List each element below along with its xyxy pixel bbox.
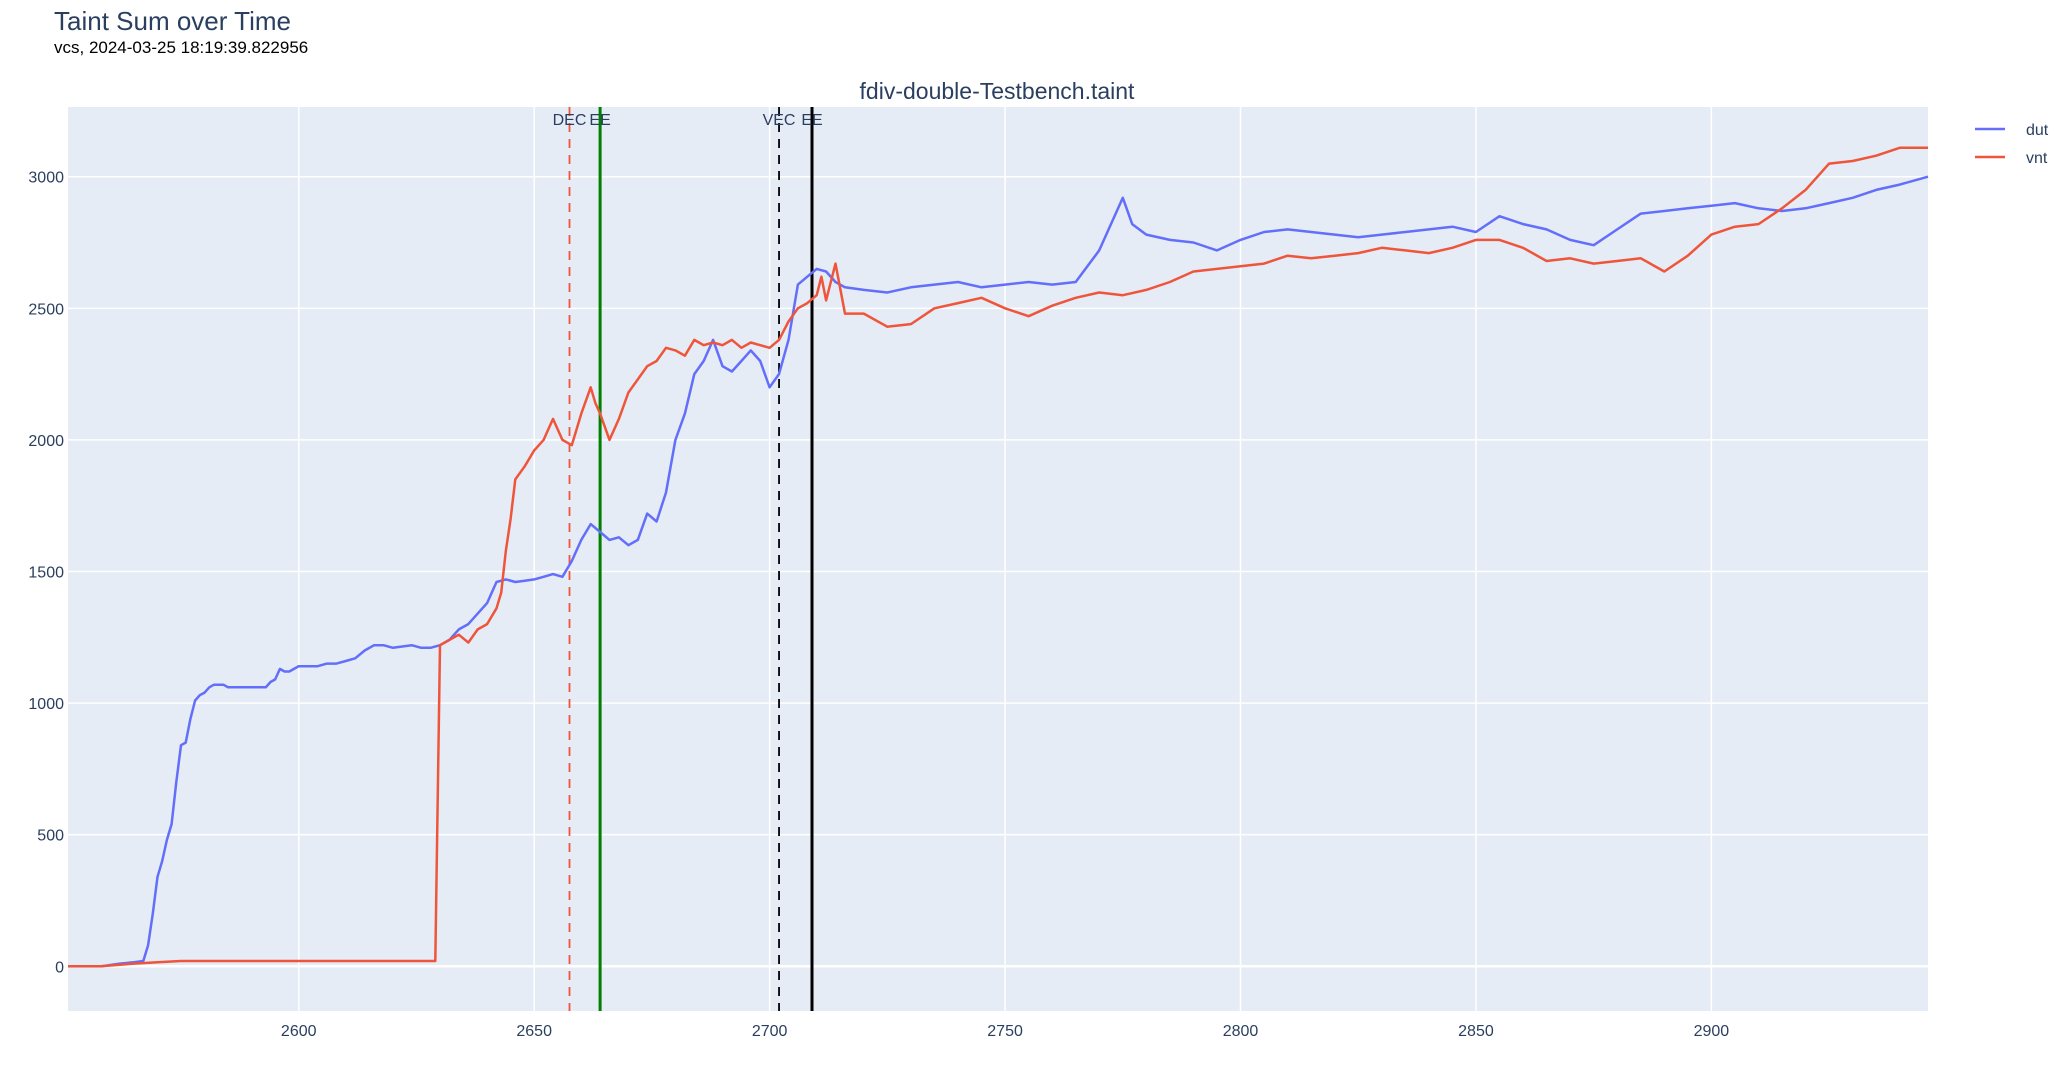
legend-label-vnt: vnt: [2026, 150, 2048, 167]
y-tick-label: 3000: [28, 170, 64, 187]
y-axis-ticks: 0 500 1000 1500 2000 2500 3000: [28, 170, 64, 977]
x-tick-label: 2700: [752, 1023, 788, 1040]
y-tick-label: 2000: [28, 433, 64, 450]
y-tick-label: 2500: [28, 301, 64, 318]
series-lines: [68, 146, 1929, 968]
event-markers: DEC EE VEC EE: [553, 107, 823, 1011]
figure-subtitle: vcs, 2024-03-25 18:19:39.822956: [54, 38, 308, 57]
series-line-vnt: [68, 146, 1928, 968]
gridlines: [68, 107, 1928, 1011]
plot-title: fdiv-double-Testbench.taint: [860, 78, 1135, 104]
x-tick-label: 2600: [281, 1023, 317, 1040]
y-tick-label: 0: [55, 959, 64, 976]
marker-label: DEC: [553, 112, 587, 129]
x-axis-ticks: 2600 2650 2700 2750 2800 2850 2900: [281, 1023, 1729, 1040]
plot-area: [68, 107, 1928, 1011]
legend-item-dut[interactable]: dut: [1975, 122, 2049, 139]
legend[interactable]: dut vnt: [1975, 122, 2049, 167]
x-tick-label: 2750: [987, 1023, 1023, 1040]
marker-label: VEC: [763, 112, 796, 129]
x-tick-label: 2850: [1458, 1023, 1494, 1040]
legend-item-vnt[interactable]: vnt: [1975, 150, 2048, 167]
y-tick-label: 1500: [28, 565, 64, 582]
x-tick-label: 2650: [516, 1023, 552, 1040]
marker-label: EE: [589, 112, 610, 129]
marker-label: EE: [801, 112, 822, 129]
legend-label-dut: dut: [2026, 122, 2049, 139]
y-tick-label: 500: [37, 828, 64, 845]
figure-title: Taint Sum over Time: [54, 6, 291, 36]
series-line-dut: [68, 175, 1929, 968]
y-tick-label: 1000: [28, 696, 64, 713]
x-tick-label: 2800: [1223, 1023, 1259, 1040]
x-tick-label: 2900: [1694, 1023, 1730, 1040]
